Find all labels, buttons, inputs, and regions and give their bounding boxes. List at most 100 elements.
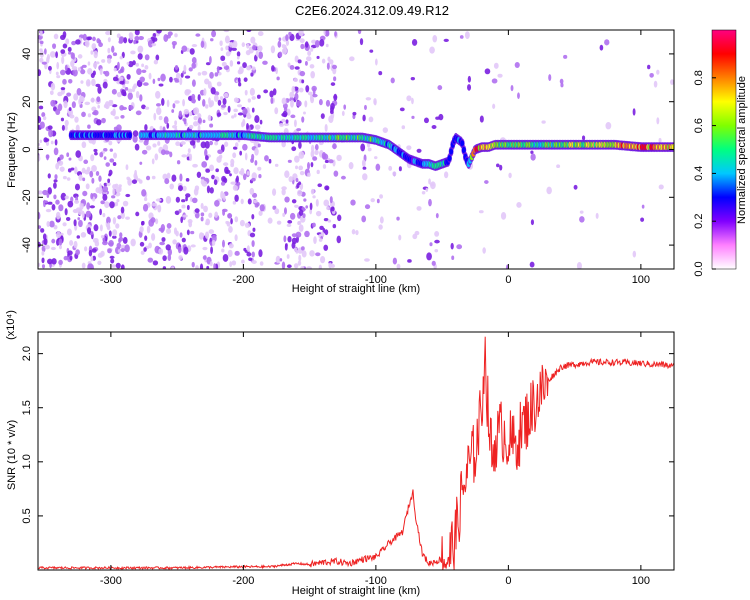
spectrogram-noise-speckle [70,51,74,59]
spectrogram-noise-speckle [332,143,337,150]
spectrogram-noise-speckle [332,223,337,229]
spectrogram-noise-speckle [56,75,61,79]
spectrogram-noise-speckle [171,174,177,182]
spectrogram-noise-speckle [325,186,329,191]
spectrogram-noise-speckle [319,35,326,41]
spectrogram-noise-speckle [153,112,157,121]
spectrogram-noise-speckle [188,67,193,72]
spectrogram-noise-speckle [546,186,552,195]
spectrogram-noise-speckle [172,43,176,49]
spectrogram-noise-speckle [297,260,302,266]
spectrogram-noise-speckle [69,255,73,261]
spectrogram-noise-speckle [247,198,252,205]
spectrogram-noise-speckle [57,91,63,97]
spectrogram-noise-speckle [38,262,41,268]
spectrogram-noise-speckle [224,35,230,44]
spectrogram-noise-speckle [208,212,213,218]
spectrogram-noise-speckle [209,55,212,64]
spectrogram-noise-speckle [62,222,67,227]
spectrogram-noise-speckle [233,167,239,175]
spectrogram-noise-speckle [116,91,122,98]
spectrogram-noise-speckle [134,143,140,151]
spectrogram-noise-speckle [314,144,319,151]
spectrogram-noise-speckle [414,230,420,236]
spectrogram-noise-speckle [38,69,42,77]
spectrogram-noise-speckle [216,112,222,117]
spectrogram-noise-speckle [44,48,47,55]
spectrogram-noise-speckle [165,195,172,204]
spectrogram-noise-speckle [434,230,440,237]
spectrogram-noise-speckle [205,168,211,173]
spectrogram-noise-speckle [184,75,191,79]
spectrogram-noise-speckle [434,239,440,244]
spectrogram-noise-speckle [579,210,584,214]
spectrogram-noise-speckle [103,156,107,161]
spectrogram-noise-speckle [99,208,102,216]
spectrogram-noise-speckle [126,61,130,65]
spectrogram-noise-speckle [39,57,44,63]
spectrogram-noise-speckle [134,36,140,42]
spectrogram-noise-speckle [132,130,139,137]
colorbar-tick-label: 0.8 [693,70,705,85]
colorbar-tick-label: 0.4 [693,166,705,181]
spectrogram-noise-speckle [197,124,201,132]
spectrogram-noise-speckle [113,67,117,72]
spectrogram-noise-speckle [479,115,484,123]
spectrogram-noise-speckle [203,41,207,50]
spectrogram-noise-speckle [295,250,299,254]
spectrogram-noise-speckle [378,71,383,76]
spectrogram-noise-speckle [174,64,179,71]
spectrogram-noise-speckle [102,240,108,246]
spectrogram-noise-speckle [294,92,299,101]
spectrogram-noise-speckle [336,154,342,162]
colorbar-bar [711,29,737,270]
spectrogram-noise-speckle [110,258,115,264]
spectrogram-noise-speckle [179,173,183,182]
spectrogram-noise-speckle [232,200,237,205]
spectrogram-noise-speckle [163,116,169,124]
spectrogram-noise-speckle [116,61,120,70]
spectrogram-noise-speckle [41,245,46,253]
spectrogram-noise-speckle [47,173,51,179]
spectrogram-noise-speckle [73,240,78,249]
spectrogram-noise-speckle [201,180,208,187]
spectrogram-noise-speckle [39,40,44,45]
spectrogram-noise-speckle [291,146,297,152]
spectrogram-noise-speckle [364,258,370,262]
spectrogram-noise-speckle [373,98,377,105]
spectrogram-noise-speckle [246,171,250,176]
spectrogram-noise-speckle [284,44,287,53]
snr-frame [37,331,675,571]
spectrogram-noise-speckle [49,220,55,228]
spectrogram-noise-speckle [382,127,388,133]
spectrogram-noise-speckle [147,39,154,48]
spectrogram-noise-speckle [93,148,98,153]
spectrogram-noise-speckle [49,90,54,96]
spectrogram-noise-speckle [348,162,354,170]
spectrogram-noise-speckle [297,221,301,226]
spectrogram-noise-speckle [251,107,255,113]
spectrogram-noise-speckle [210,38,214,42]
spectrogram-noise-speckle [47,201,53,205]
spectrogram-noise-speckle [191,57,197,64]
spectrogram-noise-speckle [164,178,170,185]
spectrogram-noise-speckle [92,111,97,116]
spectrogram-noise-speckle [459,35,464,39]
spectrogram-noise-speckle [244,89,248,96]
spectrogram-noise-speckle [53,33,59,40]
spectrogram-noise-speckle [68,78,73,84]
spectrogram-noise-speckle [108,173,112,177]
spectrogram-noise-speckle [484,68,491,75]
spectrogram-noise-speckle [112,229,118,237]
spectrogram-noise-speckle [182,185,187,192]
spectrogram-noise-speckle [106,216,111,224]
spectrogram-noise-speckle [154,153,159,161]
spectrogram-noise-speckle [375,163,381,171]
spectrogram-noise-speckle [497,73,503,78]
spectrogram-noise-speckle [312,195,316,199]
spectrogram-noise-speckle [467,75,471,83]
spectrogram-noise-speckle [190,244,196,248]
spectrogram-noise-speckle [246,30,252,33]
spectrogram-noise-speckle [189,48,195,55]
